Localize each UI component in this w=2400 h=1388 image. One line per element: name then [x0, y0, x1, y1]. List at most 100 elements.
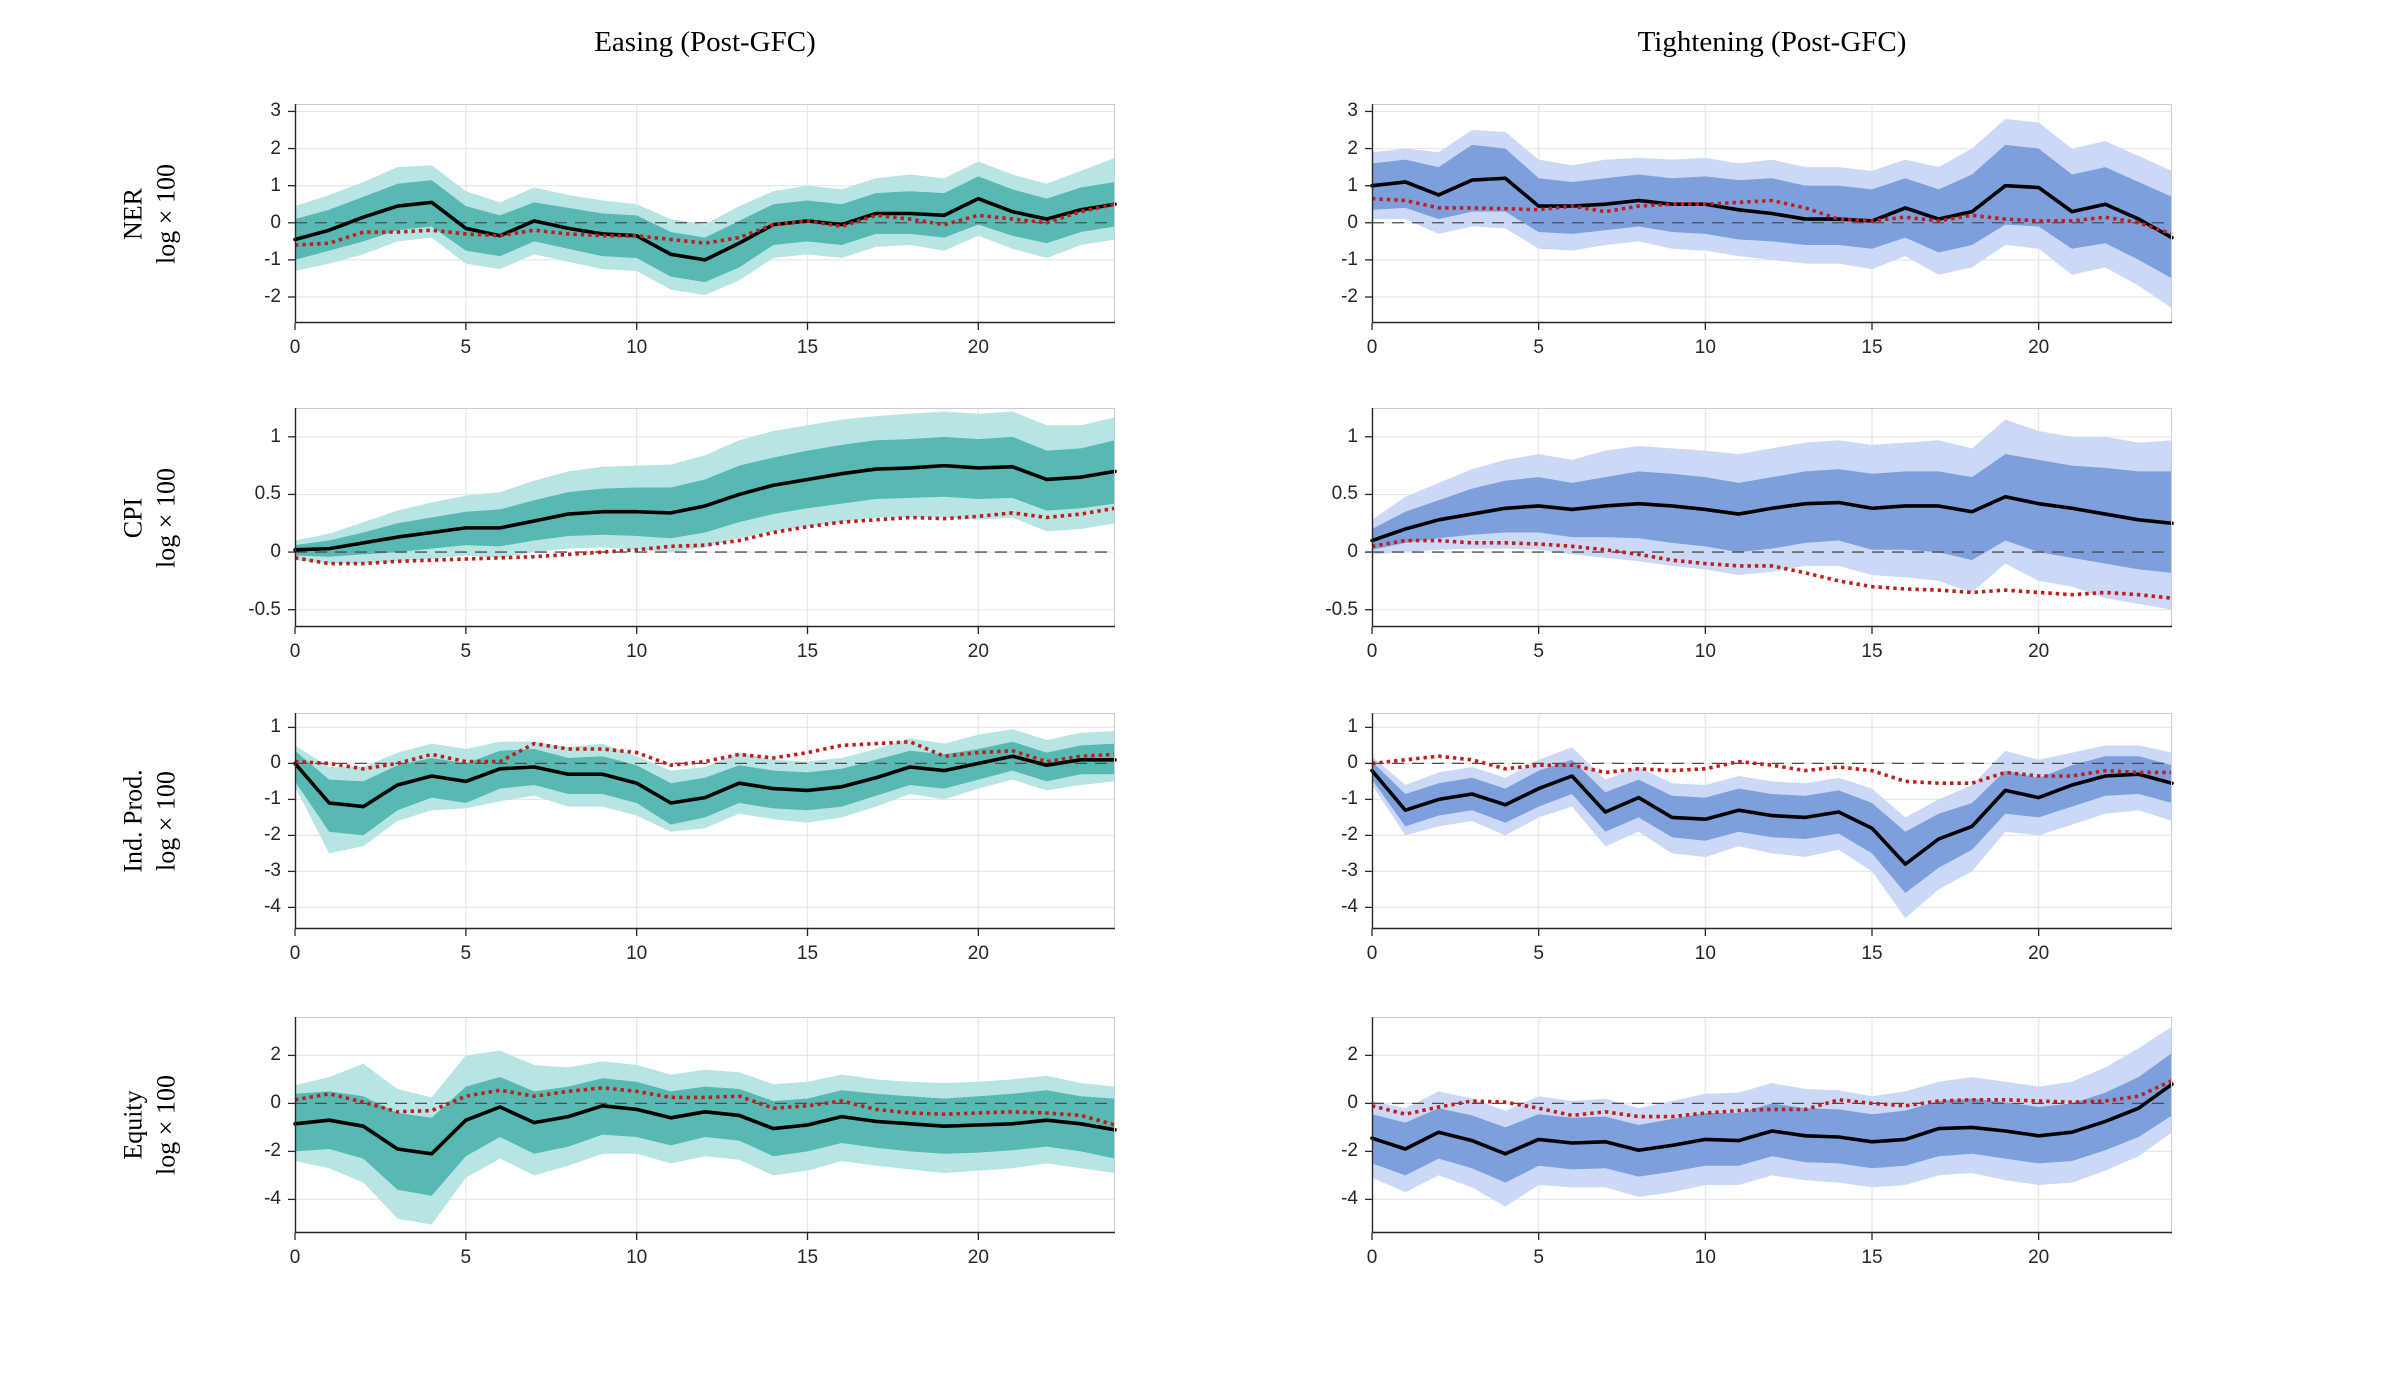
- tightening-cpi-y-tick-label: 0.5: [1331, 483, 1358, 505]
- easing-ind-prod-x-tick-label: 20: [967, 943, 989, 964]
- tightening-ner-x-tick-label: 0: [1366, 337, 1378, 358]
- easing-cpi-plot: [288, 408, 1117, 634]
- easing-equity-y-tick-label: 2: [270, 1044, 281, 1066]
- easing-ner-y-tick-label: 2: [270, 137, 281, 159]
- tightening-ner-median-line: [1370, 176, 2174, 240]
- easing-ind-prod-row-label: Ind. Prod. log × 100: [118, 769, 181, 873]
- easing-cpi-x-tick-label: 5: [460, 641, 472, 662]
- easing-equity-y-tick-label: -4: [264, 1188, 281, 1210]
- easing-equity-y-tick-label: 0: [270, 1092, 281, 1114]
- tightening-ner-y-tick-label: -1: [1341, 248, 1358, 270]
- tightening-ind-prod-band-68: [1372, 756, 2172, 893]
- easing-ind-prod-plot: [288, 713, 1117, 936]
- easing-equity-x-tick-label: 5: [460, 1247, 472, 1268]
- tightening-ner-x-tick-label: 5: [1533, 337, 1544, 358]
- easing-equity-median-line: [293, 1104, 1117, 1156]
- tightening-equity-band-68: [1372, 1053, 2172, 1183]
- tightening-ner-x-tick-label: 10: [1694, 337, 1716, 358]
- tightening-cpi-x-tick-label: 15: [1861, 641, 1883, 662]
- easing-ner-x-tick-label: 15: [796, 337, 819, 358]
- tightening-ner-y-tick-label: 1: [1347, 174, 1358, 196]
- easing-equity-x-tick-label: 0: [289, 1247, 301, 1268]
- tightening-equity-y-tick-label: 0: [1347, 1092, 1358, 1114]
- easing-ind-prod-x-tick-label: 15: [796, 943, 819, 964]
- tightening-ind-prod-y-tick-label: -1: [1341, 788, 1358, 810]
- tightening-ind-prod-y-tick-label: 1: [1347, 716, 1358, 738]
- easing-ind-prod-median-line: [293, 754, 1117, 809]
- easing-ner-row-label: NER log × 100: [118, 163, 181, 264]
- tightening-cpi-dotted-line: [1371, 538, 2173, 600]
- easing-cpi-y-tick-label: -0.5: [248, 598, 281, 620]
- easing-ner-y-tick-label: 0: [270, 211, 281, 233]
- easing-ind-prod-y-tick-label: -3: [264, 860, 281, 882]
- easing-cpi-median-line: [293, 463, 1117, 552]
- easing-equity-y-tick-label: -2: [264, 1140, 281, 1162]
- tightening-ner-x-tick-label: 20: [2028, 337, 2050, 358]
- easing-ner-x-tick-label: 5: [460, 337, 472, 358]
- tightening-ner-y-tick-label: -2: [1341, 286, 1358, 308]
- tightening-ind-prod-y-tick-label: 0: [1347, 752, 1358, 774]
- easing-ind-prod-y-tick-label: -4: [264, 896, 281, 918]
- easing-ner-y-tick-label: -1: [264, 248, 281, 270]
- tightening-ner-y-tick-label: 3: [1347, 100, 1358, 122]
- easing-ner-x-tick-label: 20: [967, 337, 989, 358]
- easing-cpi-x-tick-label: 20: [967, 641, 989, 662]
- tightening-ind-prod-median-line: [1370, 768, 2174, 866]
- easing-ind-prod-x-tick-label: 0: [289, 943, 301, 964]
- tightening-equity-plot: [1365, 1017, 2174, 1240]
- tightening-equity-y-tick-label: -2: [1341, 1140, 1358, 1162]
- easing-equity-x-tick-label: 20: [967, 1247, 989, 1268]
- tightening-equity-y-tick-label: -4: [1341, 1188, 1358, 1210]
- tightening-cpi-x-tick-label: 0: [1366, 641, 1378, 662]
- easing-cpi-y-tick-label: 0: [270, 541, 281, 563]
- easing-ner-y-tick-label: 1: [270, 174, 281, 196]
- easing-equity-plot: [288, 1017, 1117, 1240]
- tightening-ind-prod-y-tick-label: -2: [1341, 824, 1358, 846]
- easing-ner-x-tick-label: 0: [289, 337, 301, 358]
- column-title-easing: Easing (Post-GFC): [594, 26, 816, 58]
- tightening-equity-dotted-line: [1371, 1078, 2173, 1119]
- easing-cpi-row-label: CPI log × 100: [118, 467, 181, 568]
- tightening-ind-prod-x-tick-label: 15: [1861, 943, 1883, 964]
- tightening-ind-prod-x-tick-label: 0: [1366, 943, 1378, 964]
- tightening-ner-y-tick-label: 0: [1347, 211, 1358, 233]
- tightening-ind-prod-x-tick-label: 20: [2028, 943, 2050, 964]
- tightening-cpi-median-line: [1370, 494, 2174, 543]
- easing-ner-x-tick-label: 10: [626, 337, 648, 358]
- tightening-ner-x-tick-label: 15: [1861, 337, 1883, 358]
- tightening-equity-x-tick-label: 20: [2028, 1247, 2050, 1268]
- easing-ner-y-tick-label: -2: [264, 286, 281, 308]
- easing-ind-prod-y-tick-label: 1: [270, 716, 281, 738]
- tightening-ind-prod-x-tick-label: 10: [1694, 943, 1716, 964]
- easing-cpi-x-tick-label: 15: [796, 641, 819, 662]
- easing-cpi-x-tick-label: 10: [626, 641, 648, 662]
- easing-equity-row-label: Equity log × 100: [118, 1075, 181, 1175]
- tightening-equity-x-tick-label: 5: [1533, 1247, 1544, 1268]
- tightening-ind-prod-x-tick-label: 5: [1533, 943, 1544, 964]
- easing-ind-prod-x-tick-label: 5: [460, 943, 472, 964]
- easing-ind-prod-dotted-line: [294, 739, 1116, 771]
- easing-ind-prod-y-tick-label: -1: [264, 788, 281, 810]
- tightening-cpi-band-68: [1372, 454, 2172, 573]
- easing-equity-x-tick-label: 10: [626, 1247, 648, 1268]
- easing-cpi-x-tick-label: 0: [289, 641, 301, 662]
- tightening-ind-prod-plot: [1365, 713, 2174, 936]
- easing-ner-y-tick-label: 3: [270, 100, 281, 122]
- tightening-cpi-x-tick-label: 5: [1533, 641, 1544, 662]
- easing-ind-prod-band-68: [295, 741, 1115, 836]
- tightening-equity-x-tick-label: 0: [1366, 1247, 1378, 1268]
- easing-cpi-y-tick-label: 1: [270, 425, 281, 447]
- easing-ner-band-68: [295, 176, 1115, 283]
- tightening-equity-y-tick-label: 2: [1347, 1044, 1358, 1066]
- tightening-equity-x-tick-label: 15: [1861, 1247, 1883, 1268]
- tightening-cpi-plot: [1365, 408, 2174, 634]
- tightening-ind-prod-dotted-line: [1371, 754, 2172, 785]
- tightening-ner-plot: [1365, 104, 2174, 330]
- column-title-tightening: Tightening (Post-GFC): [1637, 26, 1907, 58]
- tightening-cpi-y-tick-label: 0: [1347, 541, 1358, 563]
- easing-ind-prod-y-tick-label: -2: [264, 824, 281, 846]
- tightening-ind-prod-y-tick-label: -4: [1341, 896, 1358, 918]
- easing-cpi-y-tick-label: 0.5: [254, 483, 281, 505]
- easing-ind-prod-x-tick-label: 10: [626, 943, 648, 964]
- easing-equity-x-tick-label: 15: [796, 1247, 819, 1268]
